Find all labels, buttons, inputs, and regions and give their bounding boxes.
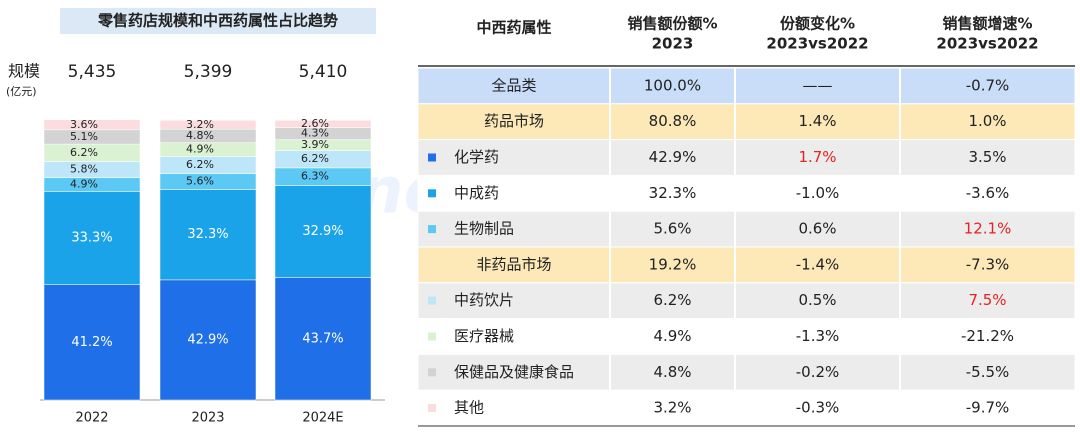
table-cell: —— [803, 76, 833, 94]
data-label: 4.3% [301, 127, 329, 140]
table-cell: -0.3% [796, 399, 840, 417]
data-label: 43.7% [302, 331, 343, 346]
bar-segment [159, 189, 257, 281]
row-bg [417, 282, 1076, 320]
table-cell: 19.2% [649, 255, 697, 273]
legend-swatch [428, 368, 436, 377]
bar-segment [274, 277, 372, 401]
table-cell: -9.7% [966, 399, 1010, 417]
row-bg [417, 103, 1076, 141]
header-cell: 销售额份额% [627, 15, 717, 33]
data-label: 6.2% [186, 158, 214, 171]
data-label: 4.8% [186, 129, 214, 142]
row-bg [417, 67, 1076, 105]
data-label: 41.2% [71, 335, 112, 350]
x-tick-label: 2022 [75, 411, 108, 426]
header-cell: 2023vs2022 [936, 35, 1038, 53]
table-cell: 3.2% [653, 399, 691, 417]
table-cell: -1.0% [796, 184, 840, 202]
data-label: 3.9% [301, 138, 329, 151]
table-cell: -7.3% [966, 255, 1010, 273]
bar-segment [274, 185, 372, 278]
y-unit: (亿元) [6, 85, 37, 98]
header-cell: 2023vs2022 [766, 35, 868, 53]
data-label: 6.3% [301, 170, 329, 183]
data-label: 33.3% [71, 231, 112, 246]
title-bg [60, 8, 376, 34]
x-tick-label: 2023 [191, 411, 224, 426]
table-cell: 0.6% [798, 220, 836, 238]
row-label: 中药饮片 [454, 291, 514, 309]
data-label: 6.2% [301, 152, 329, 165]
table-cell: -5.5% [966, 363, 1010, 381]
data-label: 32.9% [302, 224, 343, 239]
table-cell: -0.2% [796, 363, 840, 381]
chart-title: 零售药店规模和中西药属性占比趋势 [97, 12, 338, 30]
data-label: 4.9% [70, 178, 98, 191]
data-label: 3.6% [70, 118, 98, 131]
data-label: 3.2% [186, 118, 214, 131]
legend-swatch [428, 332, 436, 341]
table-cell: 1.7% [798, 148, 836, 166]
data-label: 2.6% [301, 117, 329, 130]
table-cell: -3.6% [966, 184, 1010, 202]
row-bg [417, 353, 1076, 391]
y-label: 规模 [8, 62, 40, 81]
header-cell: 2023 [652, 35, 694, 53]
data-label: 6.2% [70, 146, 98, 159]
header-cell: 中西药属性 [476, 19, 551, 37]
table-cell: 1.0% [968, 112, 1006, 130]
table-cell: 80.8% [649, 112, 697, 130]
row-label: 药品市场 [484, 112, 544, 130]
row-label: 全品类 [491, 76, 536, 94]
legend-swatch [428, 225, 436, 234]
row-label: 化学药 [454, 148, 499, 166]
data-label: 4.9% [186, 143, 214, 156]
table-cell: -0.7% [966, 76, 1010, 94]
bar-segment [159, 120, 257, 130]
row-label: 医疗器械 [454, 327, 514, 345]
table-cell: 12.1% [964, 220, 1012, 238]
header-cell: 销售额增速% [942, 15, 1032, 33]
table-cell: -1.3% [796, 327, 840, 345]
legend-swatch [428, 296, 436, 305]
table-cell: 42.9% [649, 148, 697, 166]
legend-swatch [428, 153, 436, 162]
table-cell: 5.6% [653, 220, 691, 238]
row-label: 其他 [454, 399, 484, 417]
table-cell: 7.5% [968, 291, 1006, 309]
row-label: 生物制品 [454, 220, 514, 238]
data-label: 5.1% [70, 130, 98, 143]
table-cell: 4.9% [653, 327, 691, 345]
total-label: 5,399 [184, 62, 233, 82]
bar-segment [159, 279, 257, 401]
data-label: 5.8% [70, 163, 98, 176]
table-cell: 100.0% [644, 76, 701, 94]
row-bg [417, 139, 1076, 176]
table-cell: 0.5% [798, 291, 836, 309]
legend-swatch [428, 189, 436, 198]
row-label: 保健品及健康食品 [454, 363, 574, 381]
x-tick-label: 2024E [302, 411, 343, 426]
table-cell: -1.4% [796, 255, 840, 273]
total-label: 5,410 [299, 62, 348, 82]
data-label: 5.6% [186, 175, 214, 188]
legend-swatch [428, 404, 436, 413]
data-label: 32.3% [187, 227, 228, 242]
table-cell: 1.4% [798, 112, 836, 130]
bar-segment [274, 120, 372, 128]
header-cell: 份额变化% [780, 15, 855, 33]
table-cell: 32.3% [649, 184, 697, 202]
table-cell: 3.5% [968, 148, 1006, 166]
row-label: 非药品市场 [476, 255, 551, 273]
table-cell: 4.8% [653, 363, 691, 381]
bar-segment [43, 119, 141, 131]
table-cell: -21.2% [961, 327, 1014, 345]
total-label: 5,435 [68, 62, 117, 82]
table-cell: 6.2% [653, 291, 691, 309]
data-label: 42.9% [187, 332, 228, 347]
bar-segment [43, 191, 141, 285]
row-label: 中成药 [454, 184, 499, 202]
